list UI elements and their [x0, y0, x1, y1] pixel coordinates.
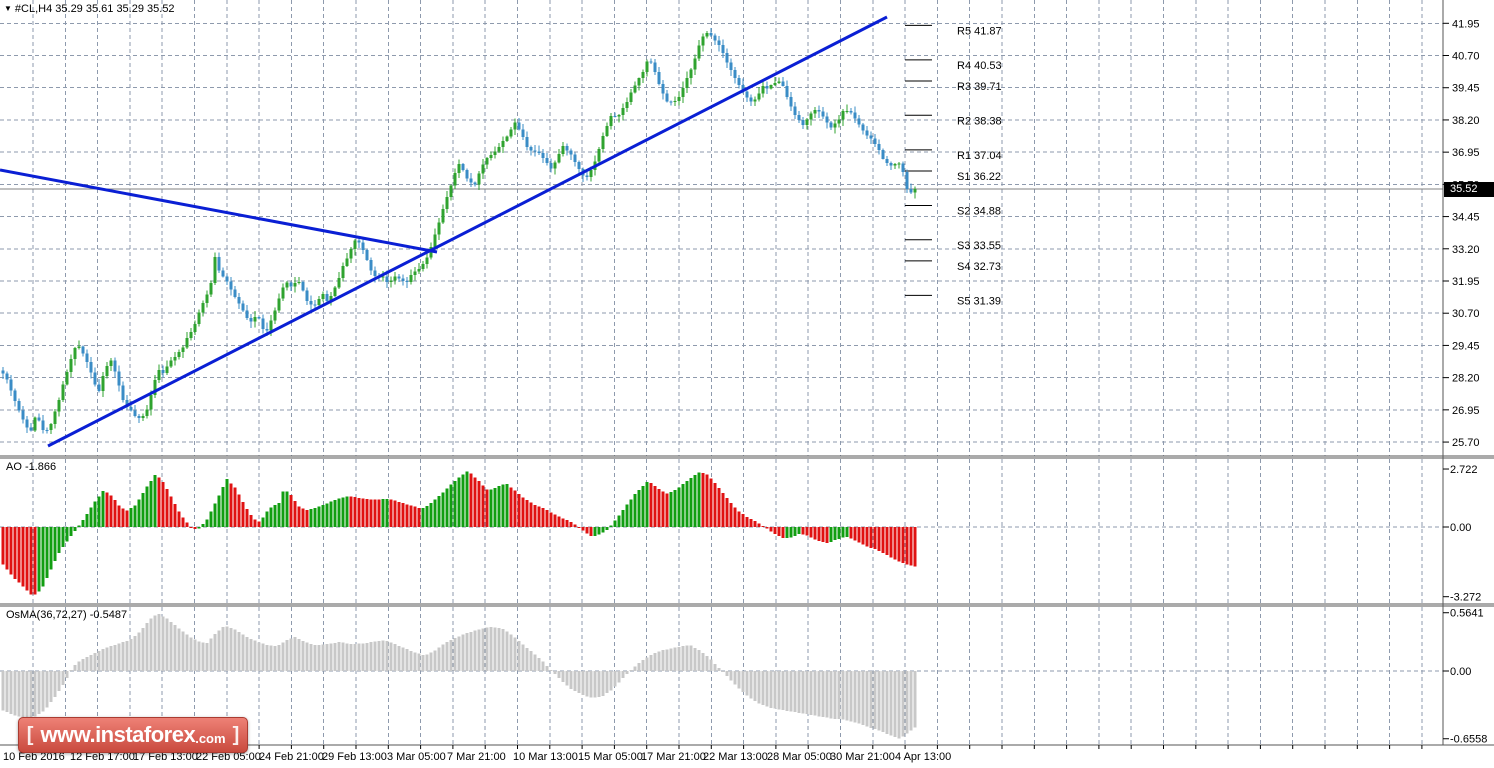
price-axis-tick-label: 26.95 — [1452, 405, 1480, 417]
price-axis-tick-label: 40.70 — [1452, 51, 1480, 63]
price-axis-tick-label: 31.95 — [1452, 276, 1480, 288]
ao-axis-tick-label: -3.272 — [1450, 592, 1481, 604]
grid — [0, 0, 1443, 745]
time-axis-label: 28 Mar 05:00 — [767, 751, 832, 763]
ao-axis-tick-label: 0.00 — [1450, 522, 1471, 534]
sr-levels: R5 41.87 R4 40.53 R3 39.71 R2 38.38 R1 37.04… — [905, 24, 1002, 307]
price-axis-tick-label: 25.70 — [1452, 437, 1480, 449]
sr-level-label: R1 37.04 — [957, 150, 1002, 162]
time-axis-label: 22 Mar 13:00 — [703, 751, 768, 763]
price-axis-tick-label: 30.70 — [1452, 308, 1480, 320]
ao-histogram — [1, 471, 917, 595]
time-axis-label: 17 Mar 21:00 — [641, 751, 706, 763]
symbol-dropdown-icon: ▼ — [4, 4, 12, 13]
osma-axis-tick-label: 0.5641 — [1450, 608, 1484, 620]
price-axis-tick-label: 34.45 — [1452, 212, 1480, 224]
logo-text: www.instaforex — [40, 722, 196, 747]
price-axis-tick-label: 39.45 — [1452, 83, 1480, 95]
time-axis-label: 3 Mar 05:00 — [387, 751, 446, 763]
osma-axis-tick-label: -0.6558 — [1450, 734, 1487, 746]
time-axis-label: 7 Mar 21:00 — [447, 751, 506, 763]
time-axis-label: 24 Feb 21:00 — [259, 751, 324, 763]
candlestick-series — [1, 28, 917, 435]
time-axis-label: 10 Feb 2016 — [3, 751, 65, 763]
sr-level-label: S3 33.55 — [957, 240, 1001, 252]
price-axis-tick-label: 41.95 — [1452, 18, 1480, 30]
osma-axis-tick-label: 0.00 — [1450, 666, 1471, 678]
time-axis-label: 29 Feb 13:00 — [322, 751, 387, 763]
logo-text-suffix: .com — [195, 730, 226, 746]
current-price-badge: 35.52 — [1444, 182, 1494, 197]
trendlines — [0, 15, 888, 448]
price-axis-tick-label: 38.20 — [1452, 115, 1480, 127]
instaforex-logo: [ www.instaforex .com] — [18, 717, 248, 753]
sr-level-label: S1 36.22 — [957, 171, 1001, 183]
ao-indicator-label: AO -1.866 — [6, 461, 57, 473]
sr-level-label: R4 40.53 — [957, 60, 1002, 72]
sr-level-label: S2 34.88 — [957, 205, 1001, 217]
sr-level-label: R3 39.71 — [957, 81, 1002, 93]
ao-axis-tick-label: 2.722 — [1450, 464, 1478, 476]
price-axis[interactable]: 41.9540.7039.4538.2036.9535.7034.4533.20… — [1443, 18, 1487, 746]
price-axis-tick-label: 36.95 — [1452, 147, 1480, 159]
panel-separators — [0, 0, 1494, 746]
symbol-ohlc-text: #CL,H4 35.29 35.61 35.29 35.52 — [14, 3, 175, 15]
sr-level-label: R2 38.38 — [957, 115, 1002, 127]
price-axis-tick-label: 29.45 — [1452, 340, 1480, 352]
sr-level-label: S5 31.39 — [957, 295, 1001, 307]
sr-level-label: R5 41.87 — [957, 25, 1002, 37]
price-axis-tick-label: 33.20 — [1452, 244, 1480, 256]
trendline-ascending[interactable] — [47, 15, 888, 448]
logo-bracket-right-icon: ] — [232, 723, 240, 746]
price-axis-tick-label: 28.20 — [1452, 373, 1480, 385]
osma-indicator-label: OsMA(36,72,27) -0.5487 — [6, 609, 128, 621]
osma-histogram — [1, 613, 917, 739]
time-axis-label: 17 Feb 13:00 — [133, 751, 198, 763]
time-axis-label: 10 Mar 13:00 — [513, 751, 578, 763]
trendline-descending[interactable] — [0, 168, 438, 254]
logo-bracket-left-icon: [ — [26, 723, 34, 746]
sr-level-label: S4 32.73 — [957, 261, 1001, 273]
time-axis-label: 22 Feb 05:00 — [196, 751, 261, 763]
time-axis-label: 12 Feb 17:00 — [70, 751, 135, 763]
time-axis-label: 15 Mar 05:00 — [578, 751, 643, 763]
symbol-ohlc-title: ▼ #CL,H4 35.29 35.61 35.29 35.52 — [4, 3, 175, 15]
time-axis-label: 30 Mar 21:00 — [830, 751, 895, 763]
time-axis-label: 4 Apr 13:00 — [895, 751, 951, 763]
